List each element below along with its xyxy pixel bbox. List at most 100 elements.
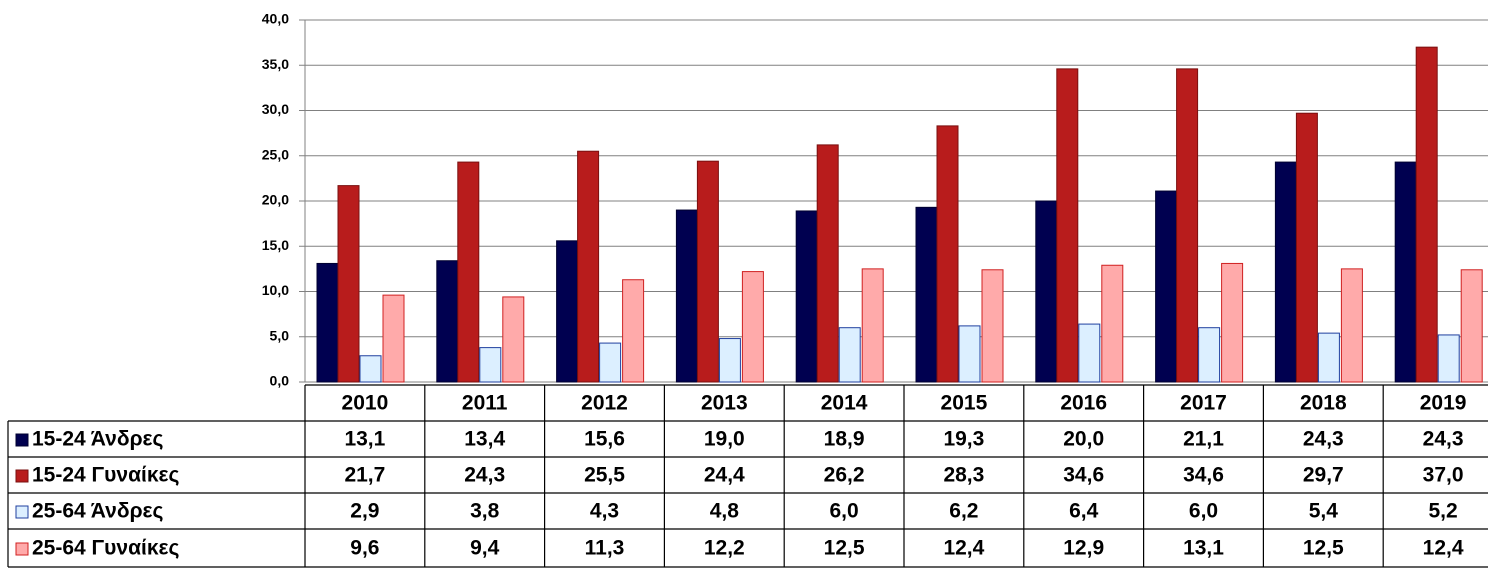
y-tick-label: 40,0 [262,11,289,27]
data-label: 12,4 [943,537,984,560]
legend-label: 25-64 Άνδρες [32,500,164,523]
y-tick-label: 25,0 [262,146,289,162]
data-label: 3,8 [470,500,500,523]
bar [479,347,502,383]
data-label: 21,1 [1183,428,1224,451]
bar [556,240,579,383]
y-tick-label: 5,0 [270,327,290,343]
x-tick-label: 2012 [581,392,628,415]
bar [1155,190,1178,383]
data-label: 6,4 [1069,500,1099,523]
y-tick-label: 35,0 [262,56,289,72]
bar [316,262,339,383]
bar [1221,262,1244,383]
data-label: 25,5 [584,464,625,487]
bar [1056,68,1079,383]
data-label: 28,3 [943,464,984,487]
bar [958,325,981,383]
bar [337,185,360,383]
bar [502,296,525,383]
bar [1460,269,1483,383]
bar [436,260,459,383]
data-label: 9,4 [470,537,500,560]
bar [1035,200,1058,383]
data-label: 9,6 [350,537,379,560]
bar [1394,161,1417,383]
data-label: 5,2 [1428,500,1457,523]
data-label: 6,0 [1189,500,1218,523]
bar [1317,332,1340,383]
bar [675,209,698,383]
bar [838,327,861,383]
bar [718,338,741,383]
bar [741,271,764,383]
y-tick-label: 10,0 [262,282,289,298]
data-label: 6,2 [949,500,978,523]
bar [981,269,1004,383]
bar [1437,334,1460,383]
data-label: 15,6 [584,428,625,451]
bar [359,355,382,383]
bar [1176,68,1199,383]
y-tick-label: 0,0 [270,373,290,389]
data-label: 24,3 [1303,428,1344,451]
bar [1340,268,1363,383]
data-label: 29,7 [1303,464,1344,487]
data-label: 2,9 [350,500,379,523]
legend-swatch [15,469,29,483]
bar [599,342,622,383]
data-label: 6,0 [829,500,858,523]
data-label: 24,3 [1423,428,1464,451]
bar [1295,112,1318,383]
legend-swatch [15,505,29,519]
bar [816,144,839,383]
bar [457,161,480,383]
bar [936,125,959,383]
bar [1415,46,1438,383]
x-tick-label: 2014 [821,392,868,415]
data-label: 13,4 [464,428,505,451]
bar [382,294,405,383]
data-label: 18,9 [824,428,865,451]
legend-swatch [15,542,29,556]
bar [1198,327,1221,383]
data-label: 21,7 [344,464,385,487]
bar [1274,161,1297,383]
data-label: 24,4 [704,464,745,487]
x-tick-label: 2011 [462,392,508,415]
y-tick-label: 20,0 [262,192,289,208]
x-tick-label: 2017 [1180,392,1227,415]
x-tick-label: 2015 [941,392,988,415]
data-label: 12,5 [1303,537,1344,560]
bar [861,268,884,383]
data-label: 13,1 [344,428,385,451]
data-label: 12,2 [704,537,745,560]
data-label: 4,3 [590,500,619,523]
data-label: 12,9 [1063,537,1104,560]
data-label: 26,2 [824,464,865,487]
data-label: 11,3 [585,537,625,560]
legend-swatch [15,433,29,447]
data-label: 12,5 [824,537,865,560]
bar [1078,323,1101,383]
data-label: 24,3 [464,464,505,487]
x-tick-label: 2010 [342,392,389,415]
data-label: 34,6 [1183,464,1224,487]
bar [915,206,938,383]
x-tick-label: 2016 [1060,392,1107,415]
x-tick-label: 2013 [701,392,748,415]
data-label: 34,6 [1063,464,1104,487]
data-label: 19,0 [704,428,745,451]
legend-label: 15-24 Γυναίκες [32,464,179,487]
bar [577,150,600,383]
legend-label: 25-64 Γυναίκες [32,537,179,560]
data-label: 20,0 [1063,428,1104,451]
bar [1101,264,1124,383]
bar [795,210,818,383]
x-tick-label: 2019 [1420,392,1467,415]
data-label: 37,0 [1423,464,1464,487]
bar [696,160,719,383]
data-label: 4,8 [710,500,740,523]
y-tick-label: 15,0 [262,237,289,253]
